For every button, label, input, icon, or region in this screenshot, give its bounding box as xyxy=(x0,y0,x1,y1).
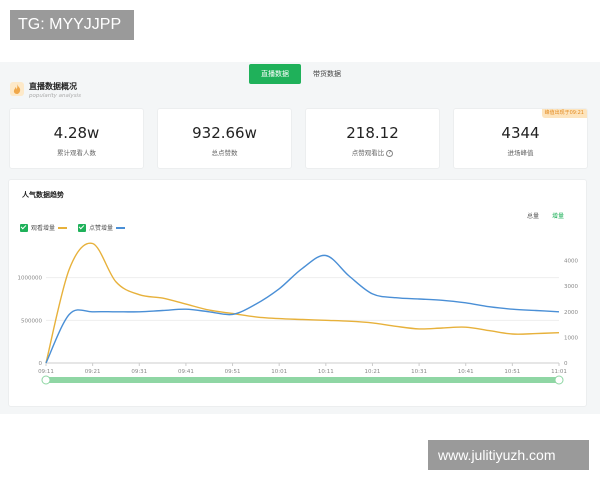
trend-panel: 人气数据趋势 总量 增量 观看增量 点赞增量 0 500000 1000000 0 10… xyxy=(8,179,587,407)
live-dashboard: 直播数据 带货数据 直播数据概况 popularity analysis 4.2… xyxy=(0,62,600,414)
toggle-total[interactable]: 总量 xyxy=(527,213,540,220)
series-line-1 xyxy=(45,254,560,364)
y-right-tick-label: 2000 xyxy=(564,310,578,316)
y-right-tick-label: 1000 xyxy=(564,335,578,341)
x-tick-label: 09:21 xyxy=(85,369,101,375)
help-icon[interactable]: ? xyxy=(386,149,394,157)
x-tick-label: 10:11 xyxy=(318,369,334,375)
legend-item-views[interactable]: 观看增量 xyxy=(20,223,68,232)
slider-handle-start[interactable] xyxy=(41,375,51,385)
stat-card-like-view-ratio: 218.12 点赞观看比 ? xyxy=(305,108,440,169)
checkbox-icon[interactable] xyxy=(20,223,28,232)
y-left-tick-label: 1000000 xyxy=(18,276,43,282)
stat-card-total-likes: 932.66w 总点赞数 xyxy=(157,108,292,169)
stat-label: 总点赞数 xyxy=(211,149,238,157)
x-tick-label: 10:41 xyxy=(458,369,474,375)
section-subtitle: popularity analysis xyxy=(29,93,81,99)
flame-icon xyxy=(10,82,24,96)
stat-card-total-viewers: 4.28w 累计观看人数 xyxy=(9,108,144,169)
tab-live-data[interactable]: 直播数据 xyxy=(249,64,301,84)
y-right-tick-label: 4000 xyxy=(564,259,578,265)
watermark-bottom-right: www.julitiyuzh.com xyxy=(428,440,589,470)
x-tick-label: 11:01 xyxy=(551,369,567,375)
stat-value: 218.12 xyxy=(346,124,399,142)
range-slider-track xyxy=(46,377,559,383)
stat-label-row: 点赞观看比 ? xyxy=(306,147,439,157)
x-tick-label: 10:21 xyxy=(365,369,381,375)
y-left-tick-label: 500000 xyxy=(21,318,42,324)
stat-label: 进场峰值 xyxy=(507,149,534,157)
watermark-top-left: TG: MYYJJPP xyxy=(10,10,134,40)
y-right-tick-label: 3000 xyxy=(564,284,578,290)
stat-value: 932.66w xyxy=(192,124,257,142)
legend-swatch xyxy=(58,226,68,229)
x-tick-label: 10:51 xyxy=(504,369,520,375)
legend-swatch xyxy=(116,226,126,229)
x-tick-label: 09:41 xyxy=(178,369,194,375)
stat-value: 4344 xyxy=(501,124,540,142)
y-right-tick-label: 0 xyxy=(564,361,568,367)
series-line-0 xyxy=(45,242,560,364)
stat-label: 点赞观看比 xyxy=(351,149,385,157)
stat-label: 累计观看人数 xyxy=(57,149,96,157)
y-left-tick-label: 0 xyxy=(39,361,43,367)
checkbox-icon[interactable] xyxy=(78,223,86,232)
x-tick-label: 10:31 xyxy=(411,369,427,375)
slider-handle-end[interactable] xyxy=(554,375,564,385)
tab-bar: 直播数据 带货数据 xyxy=(249,64,353,84)
legend-label: 观看增量 xyxy=(31,225,56,232)
stat-value: 4.28w xyxy=(53,124,100,142)
legend-label: 点赞增量 xyxy=(89,225,114,232)
stat-card-entry-peak: 峰值出现于09:21 4344 进场峰值 xyxy=(453,108,588,169)
trend-chart: 0 500000 1000000 0 1000 2000 3000 4000 09:11 09:2… xyxy=(18,242,578,385)
trend-title: 人气数据趋势 xyxy=(22,191,64,199)
x-tick-label: 09:51 xyxy=(225,369,241,375)
toggle-increment[interactable]: 增量 xyxy=(552,213,565,220)
peak-time-badge: 峰值出现于09:21 xyxy=(541,109,587,118)
tab-sales-data[interactable]: 带货数据 xyxy=(313,70,341,78)
section-title: 直播数据概况 xyxy=(29,82,77,91)
x-tick-label: 09:31 xyxy=(131,369,147,375)
x-tick-label: 10:01 xyxy=(271,369,287,375)
legend-item-likes[interactable]: 点赞增量 xyxy=(78,223,126,232)
x-tick-label: 09:11 xyxy=(38,369,54,375)
